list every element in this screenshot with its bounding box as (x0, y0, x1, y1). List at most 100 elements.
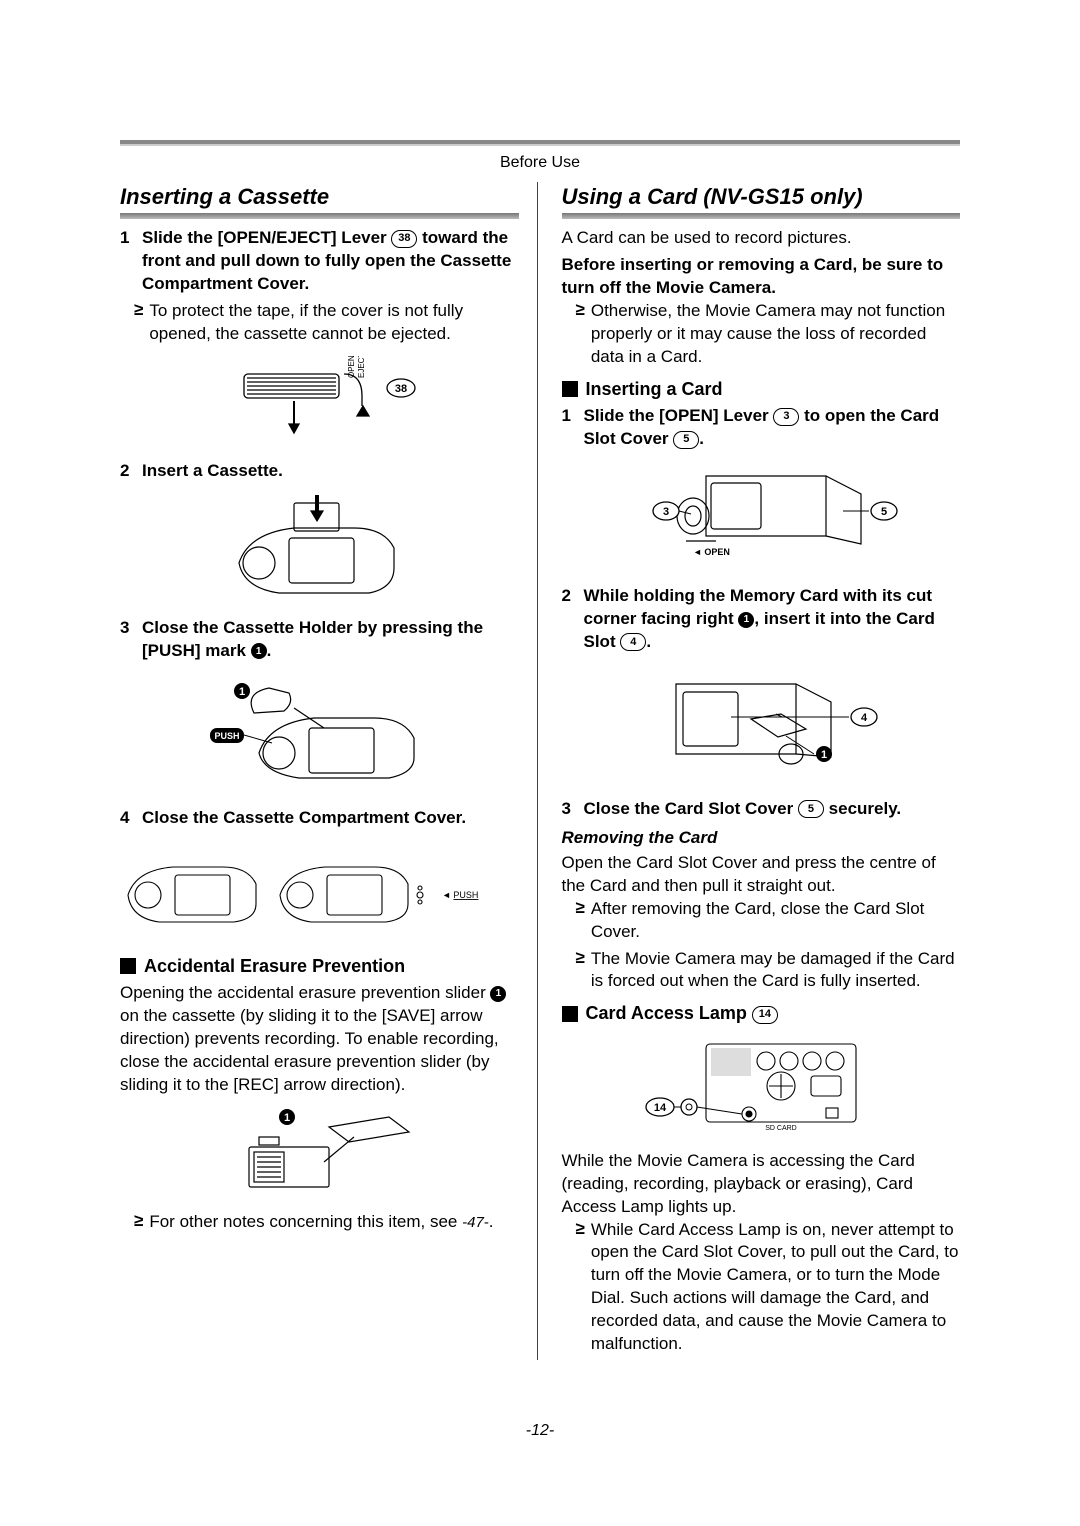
bullet-text: The Movie Camera may be damaged if the C… (591, 948, 960, 994)
bullet: While Card Access Lamp is on, never atte… (562, 1219, 961, 1357)
ref: 5 (881, 506, 887, 518)
right-title: Using a Card (NV-GS15 only) (562, 182, 961, 212)
left-step4: 4 Close the Cassette Compartment Cover. (120, 807, 519, 830)
diagram-insert-card-slot: 4 1 (621, 664, 901, 784)
mark-badge: 1 (490, 986, 506, 1002)
diagram-close-cover: ◄ PUSH CLOSE (120, 840, 480, 940)
push-label: ◄ PUSH CLOSE (442, 890, 480, 900)
right-title-rule (562, 213, 961, 219)
bullet: Otherwise, the Movie Camera may not func… (562, 300, 961, 369)
paragraph: Open the Card Slot Cover and press the c… (562, 852, 961, 898)
left-title-rule (120, 213, 519, 219)
bullet: After removing the Card, close the Card … (562, 898, 961, 944)
step-body: Close the Card Slot Cover 5 securely. (584, 798, 961, 821)
paragraph-bold: Before inserting or removing a Card, be … (562, 254, 961, 300)
ref: 3 (663, 506, 669, 518)
label: EJECT (357, 356, 366, 378)
bullet-text: For other notes concerning this item, se… (149, 1211, 518, 1234)
step-body: While holding the Memory Card with its c… (584, 585, 961, 654)
paragraph: Opening the accidental erasure preventio… (120, 982, 519, 1097)
ref-badge: 5 (673, 431, 699, 449)
mark: 1 (239, 686, 245, 698)
label: OPEN (347, 356, 356, 378)
sdcard-label: SD CARD (765, 1125, 797, 1132)
header-label: Before Use (120, 152, 960, 174)
mark-badge: 1 (738, 612, 754, 628)
step-body: Close the Cassette Holder by pressing th… (142, 617, 519, 663)
page-number: -12- (120, 1420, 960, 1442)
paragraph: While the Movie Camera is accessing the … (562, 1150, 961, 1219)
top-rule (120, 140, 960, 146)
text: Opening the accidental erasure preventio… (120, 983, 490, 1002)
subhead-text: Inserting a Card (586, 377, 723, 401)
subhead-access-lamp: Card Access Lamp 14 (562, 1001, 961, 1025)
text: on the cassette (by sliding it to the [S… (120, 1006, 499, 1094)
bullet-text: While Card Access Lamp is on, never atte… (591, 1219, 960, 1357)
right-step3: 3 Close the Card Slot Cover 5 securely. (562, 798, 961, 821)
step-num: 3 (120, 617, 134, 663)
left-title: Inserting a Cassette (120, 182, 519, 212)
ref: 4 (861, 712, 868, 724)
bullet: For other notes concerning this item, se… (120, 1211, 519, 1234)
ref-badge: 38 (391, 230, 417, 248)
diagram-push: 1 PUSH (204, 673, 434, 793)
right-step2: 2 While holding the Memory Card with its… (562, 585, 961, 654)
mark-badge: 1 (251, 643, 267, 659)
step-body: Close the Cassette Compartment Cover. (142, 807, 519, 830)
bullet: The Movie Camera may be damaged if the C… (562, 948, 961, 994)
paragraph: A Card can be used to record pictures. (562, 227, 961, 250)
left-step1: 1 Slide the [OPEN/EJECT] Lever 38 toward… (120, 227, 519, 296)
text: Card Access Lamp (586, 1003, 752, 1023)
text: . (267, 641, 272, 660)
step-num: 2 (120, 460, 134, 483)
step-body: Slide the [OPEN] Lever 3 to open the Car… (584, 405, 961, 451)
ref: 38 (395, 383, 407, 395)
ref-badge: 5 (798, 800, 824, 818)
ref-badge: 14 (752, 1006, 778, 1024)
step-num: 1 (120, 227, 134, 296)
text: Slide the [OPEN] Lever (584, 406, 774, 425)
text: Slide the [OPEN/EJECT] Lever (142, 228, 391, 247)
left-step2: 2 Insert a Cassette. (120, 460, 519, 483)
subhead-insert-card: Inserting a Card (562, 377, 961, 401)
diagram-card-slot: 3 5 ◄ OPEN (611, 461, 911, 571)
subhead-text: Accidental Erasure Prevention (144, 954, 405, 978)
step-num: 1 (562, 405, 576, 451)
step-num: 4 (120, 807, 134, 830)
step-num: 3 (562, 798, 576, 821)
bullet: To protect the tape, if the cover is not… (120, 300, 519, 346)
subhead-text: Card Access Lamp 14 (586, 1001, 778, 1025)
diagram-access-lamp: 14 SD CARD (611, 1036, 911, 1136)
ref: 14 (654, 1102, 667, 1114)
page-ref: -47- (462, 1214, 489, 1231)
subhead-erasure: Accidental Erasure Prevention (120, 954, 519, 978)
diagram-slider: 1 (209, 1107, 429, 1197)
mark: 1 (284, 1112, 290, 1124)
step-body: Slide the [OPEN/EJECT] Lever 38 toward t… (142, 227, 519, 296)
bullet-text: Otherwise, the Movie Camera may not func… (591, 300, 960, 369)
text: Close the Cassette Holder by pressing th… (142, 618, 483, 660)
mark: 1 (821, 749, 827, 761)
open-label: ◄ OPEN (693, 547, 730, 557)
text: . (646, 632, 651, 651)
bullet-text: To protect the tape, if the cover is not… (149, 300, 518, 346)
text: For other notes concerning this item, se… (149, 1212, 462, 1231)
text: . (699, 429, 704, 448)
left-step3: 3 Close the Cassette Holder by pressing … (120, 617, 519, 663)
ref-badge: 3 (773, 408, 799, 426)
right-column: Using a Card (NV-GS15 only) A Card can b… (562, 182, 961, 1361)
columns: Inserting a Cassette 1 Slide the [OPEN/E… (120, 182, 960, 1361)
right-step1: 1 Slide the [OPEN] Lever 3 to open the C… (562, 405, 961, 451)
text: securely. (824, 799, 901, 818)
text: . (489, 1212, 494, 1231)
ref-badge: 4 (620, 633, 646, 651)
step-body: Insert a Cassette. (142, 460, 519, 483)
diagram-open-eject: OPEN EJECT 38 (189, 356, 449, 446)
text: Close the Card Slot Cover (584, 799, 798, 818)
subsub-removing: Removing the Card (562, 827, 961, 850)
left-column: Inserting a Cassette 1 Slide the [OPEN/E… (120, 182, 538, 1361)
step-num: 2 (562, 585, 576, 654)
diagram-insert-cassette (219, 493, 419, 603)
push-label: PUSH (215, 731, 240, 741)
bullet-text: After removing the Card, close the Card … (591, 898, 960, 944)
